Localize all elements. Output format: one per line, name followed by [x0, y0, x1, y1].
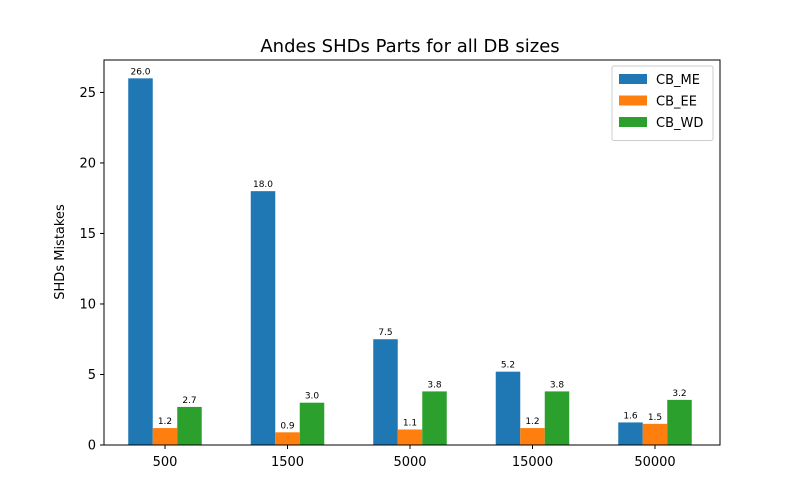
bar-value-label: 1.2 — [525, 417, 539, 427]
bar-cb-me-500 — [128, 78, 153, 445]
bar-cb-me-1500 — [250, 191, 276, 445]
bar-value-label: 3.0 — [305, 392, 320, 402]
bar-value-label: 7.5 — [378, 328, 392, 338]
bar-cb-me-15000 — [495, 371, 521, 445]
bar-cb-wd-50000 — [667, 399, 692, 445]
legend-swatch — [619, 74, 647, 84]
bar-value-label: 3.8 — [427, 380, 442, 390]
legend-label: CB_ME — [656, 73, 700, 88]
bar-value-label: 26.0 — [130, 67, 150, 77]
legend-swatch — [619, 95, 647, 106]
bar-cb-wd-15000 — [544, 391, 570, 445]
bar-value-label: 2.7 — [182, 396, 196, 406]
legend-swatch — [619, 117, 647, 127]
x-tick-label: 500 — [153, 455, 178, 470]
legend-label: CB_WD — [656, 116, 703, 131]
chart-title: Andes SHDs Parts for all DB sizes — [260, 36, 559, 57]
bar-labels-layer: 26.0 1.2 2.7 18.0 0.9 3.0 7.5 1.1 3.8 5.2 1.2 3.8 1.… — [130, 67, 686, 431]
y-tick-label: 0 — [88, 439, 96, 454]
legend: CB_ME CB_EE CB_WD — [611, 65, 714, 141]
x-tick-label: 50000 — [634, 455, 675, 470]
bar-cb-wd-500 — [177, 406, 202, 445]
y-tick-label: 10 — [79, 297, 96, 312]
bar-value-label: 1.5 — [648, 413, 662, 423]
bar-value-label: 3.8 — [550, 380, 565, 390]
bar-cb-ee-15000 — [520, 428, 545, 445]
bar-value-label: 18.0 — [253, 180, 273, 190]
y-axis-label: SHDs Mistakes — [53, 204, 68, 300]
bar-cb-wd-1500 — [299, 402, 325, 445]
legend-label: CB_EE — [656, 95, 697, 110]
bar-cb-me-50000 — [618, 422, 643, 445]
bars-layer — [128, 78, 692, 445]
bar-value-label: 1.2 — [158, 417, 172, 427]
bar-cb-ee-5000 — [397, 429, 423, 445]
bar-cb-ee-1500 — [275, 432, 300, 445]
x-tick-label: 15000 — [512, 455, 553, 470]
y-tick-label: 15 — [79, 227, 96, 242]
bar-value-label: 1.1 — [403, 418, 417, 428]
x-tick-label: 5000 — [393, 455, 426, 470]
y-tick-label: 5 — [88, 368, 96, 383]
bar-cb-ee-50000 — [642, 423, 668, 445]
bar-cb-ee-500 — [152, 428, 178, 445]
bar-value-label: 5.2 — [501, 361, 515, 371]
bar-cb-wd-5000 — [422, 391, 447, 445]
y-tick-label: 25 — [79, 86, 96, 101]
x-tick-label: 1500 — [271, 455, 304, 470]
plot-frame — [103, 59, 721, 446]
bar-value-label: 1.6 — [623, 411, 638, 421]
y-tick-label: 20 — [79, 156, 96, 171]
axes-layer: 0 5 10 15 20 25 500 1500 5000 15000 50000 — [79, 59, 721, 470]
bar-cb-me-5000 — [373, 339, 398, 445]
bar-value-label: 3.2 — [672, 389, 686, 399]
bar-value-label: 0.9 — [280, 421, 295, 431]
